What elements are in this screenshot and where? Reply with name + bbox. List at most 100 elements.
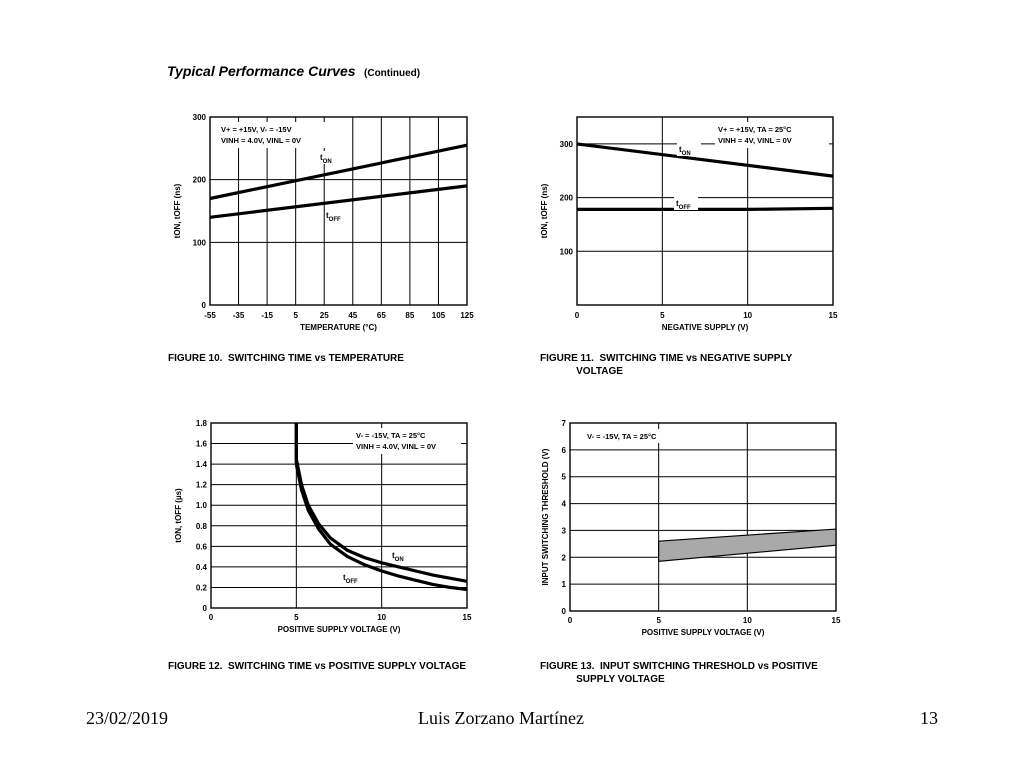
- section-subtitle: (Continued): [364, 68, 421, 79]
- y-tick-label: 300: [560, 140, 574, 149]
- y-tick-label: 0.2: [196, 583, 208, 592]
- series-label-ton: tON: [318, 151, 342, 165]
- x-tick-label: 10: [743, 311, 752, 320]
- series-label-ton: tON: [392, 551, 404, 563]
- y-tick-label: 200: [560, 194, 574, 203]
- series-toff-line: [577, 206, 834, 211]
- x-tick-label: 85: [405, 311, 414, 320]
- series-ton-line: [576, 142, 834, 178]
- y-tick-label: 2: [562, 553, 567, 562]
- series-label-toff: tOFF: [326, 211, 341, 223]
- x-axis-label: POSITIVE SUPPLY VOLTAGE (V): [278, 625, 401, 634]
- x-tick-label: 15: [832, 616, 841, 625]
- y-tick-label: 0.4: [196, 563, 208, 572]
- conditions-line: V+ = +15V, V- = -15V: [221, 125, 292, 134]
- series-label-text: tOFF: [343, 573, 358, 585]
- y-tick-label: 4: [562, 500, 567, 509]
- figure-11-conditions: V+ = +15V, TA = 25°C VINH = 4V, VINL = 0V: [715, 122, 829, 148]
- y-tick-label: 0: [562, 607, 567, 616]
- series-label-background: [677, 143, 701, 156]
- x-tick-label: 0: [568, 616, 573, 625]
- footer-author: Luis Zorzano Martínez: [418, 708, 584, 728]
- conditions-line: VINH = 4V, VINL = 0V: [718, 136, 792, 145]
- x-tick-label: 10: [377, 613, 386, 622]
- y-tick-label: 0: [203, 604, 208, 613]
- x-tick-label: -35: [233, 311, 245, 320]
- x-axis-label: TEMPERATURE (°C): [300, 323, 377, 332]
- series-label-ton: tON: [677, 143, 701, 157]
- x-tick-label: 5: [294, 613, 299, 622]
- y-tick-label: 3: [562, 526, 567, 535]
- conditions-line: V- = -15V, TA = 25°C: [356, 431, 426, 440]
- figure-10-plot: 0 100 200 300 -55 -35 -15 5 25 45 65 85 105 125 TEMPER…: [173, 113, 474, 332]
- y-axis-label: tON, tOFF (ns): [540, 183, 549, 238]
- x-tick-label: -55: [204, 311, 216, 320]
- series-label-text: tON: [320, 153, 332, 165]
- plot-frame: [210, 422, 468, 609]
- footer-page-number: 13: [920, 708, 938, 728]
- x-tick-label: 15: [829, 311, 838, 320]
- footer-date: 23/02/2019: [86, 708, 169, 728]
- conditions-line: VINH = 4.0V, VINL = 0V: [221, 136, 301, 145]
- x-tick-label: 105: [432, 311, 446, 320]
- conditions-line: V+ = +15V, TA = 25°C: [718, 125, 792, 134]
- figure-13-plot: 0 1 2 3 4 5 6 7 0 5 10 15 POSITIVE SUPPLY VOLTAGE (V…: [541, 419, 841, 637]
- series-label-text: tOFF: [676, 199, 691, 211]
- plot-frame: [569, 422, 837, 612]
- plot-frame: [209, 116, 468, 306]
- section-title: Typical Performance Curves: [167, 63, 356, 79]
- series-label-text: tON: [392, 551, 404, 563]
- y-tick-label: 1.0: [196, 501, 208, 510]
- series-toff-line: [209, 184, 468, 219]
- series-label-background: [674, 197, 698, 210]
- figure-12-caption: FIGURE 12. SWITCHING TIME vs POSITIVE SU…: [168, 661, 467, 672]
- y-tick-label: 100: [193, 238, 207, 247]
- y-tick-label: 7: [562, 419, 567, 428]
- x-axis-label: NEGATIVE SUPPLY (V): [662, 323, 749, 332]
- y-tick-label: 1: [562, 580, 567, 589]
- series-label-text: tON: [679, 145, 691, 157]
- y-tick-label: 300: [193, 113, 207, 122]
- x-tick-label: 5: [656, 616, 661, 625]
- conditions-line: VINH = 4.0V, VINL = 0V: [356, 442, 436, 451]
- x-tick-label: 45: [348, 311, 357, 320]
- figure-11-caption: FIGURE 11. SWITCHING TIME vs NEGATIVE SU…: [540, 353, 793, 377]
- figure-12-plot: 0 0.2 0.4 0.6 0.8 1.0 1.2 1.4 1.6 1.8 0 5 10 15 POSITI…: [174, 419, 472, 634]
- y-tick-label: 0.8: [196, 522, 208, 531]
- x-tick-label: 0: [575, 311, 580, 320]
- section-heading: Typical Performance Curves (Continued): [167, 63, 420, 81]
- series-label-background: [318, 151, 342, 164]
- y-tick-label: 5: [562, 473, 567, 482]
- series-label-toff: tOFF: [343, 573, 358, 585]
- x-axis-label: POSITIVE SUPPLY VOLTAGE (V): [642, 628, 765, 637]
- y-tick-label: 1.4: [196, 460, 208, 469]
- x-tick-label: 65: [377, 311, 386, 320]
- figure-10-conditions: V+ = +15V, V- = -15V VINH = 4.0V, VINL = …: [218, 122, 328, 148]
- figure-11-plot: 100 200 300 0 5 10 15 NEGATIVE SUPPLY (V) tON, t…: [540, 116, 838, 332]
- conditions-background: [218, 122, 328, 148]
- conditions-background: [353, 428, 461, 454]
- x-tick-label: 5: [293, 311, 298, 320]
- x-tick-label: 5: [660, 311, 665, 320]
- y-tick-label: 0.6: [196, 542, 208, 551]
- conditions-background: [584, 429, 680, 443]
- figure-13-caption: FIGURE 13. INPUT SWITCHING THRESHOLD vs …: [540, 661, 818, 685]
- x-tick-label: 25: [320, 311, 329, 320]
- y-tick-label: 6: [562, 446, 567, 455]
- threshold-band: [658, 528, 837, 562]
- conditions-background: [715, 122, 829, 148]
- series-label-text: tOFF: [326, 211, 341, 223]
- figure-10-caption: FIGURE 10. SWITCHING TIME vs TEMPERATURE: [168, 353, 404, 364]
- y-axis-label: tON, tOFF (µs): [174, 488, 183, 543]
- figure-13-conditions: V- = -15V, TA = 25°C: [584, 429, 680, 443]
- conditions-line: V- = -15V, TA = 25°C: [587, 432, 657, 441]
- series-ton-line: [209, 143, 468, 201]
- y-tick-label: 1.8: [196, 419, 208, 428]
- y-axis-label: INPUT SWITCHING THRESHOLD (V): [541, 448, 550, 585]
- x-tick-label: 10: [743, 616, 752, 625]
- x-tick-label: 15: [463, 613, 472, 622]
- figure-12-conditions: V- = -15V, TA = 25°C VINH = 4.0V, VINL = …: [353, 428, 461, 454]
- x-tick-label: 125: [460, 311, 474, 320]
